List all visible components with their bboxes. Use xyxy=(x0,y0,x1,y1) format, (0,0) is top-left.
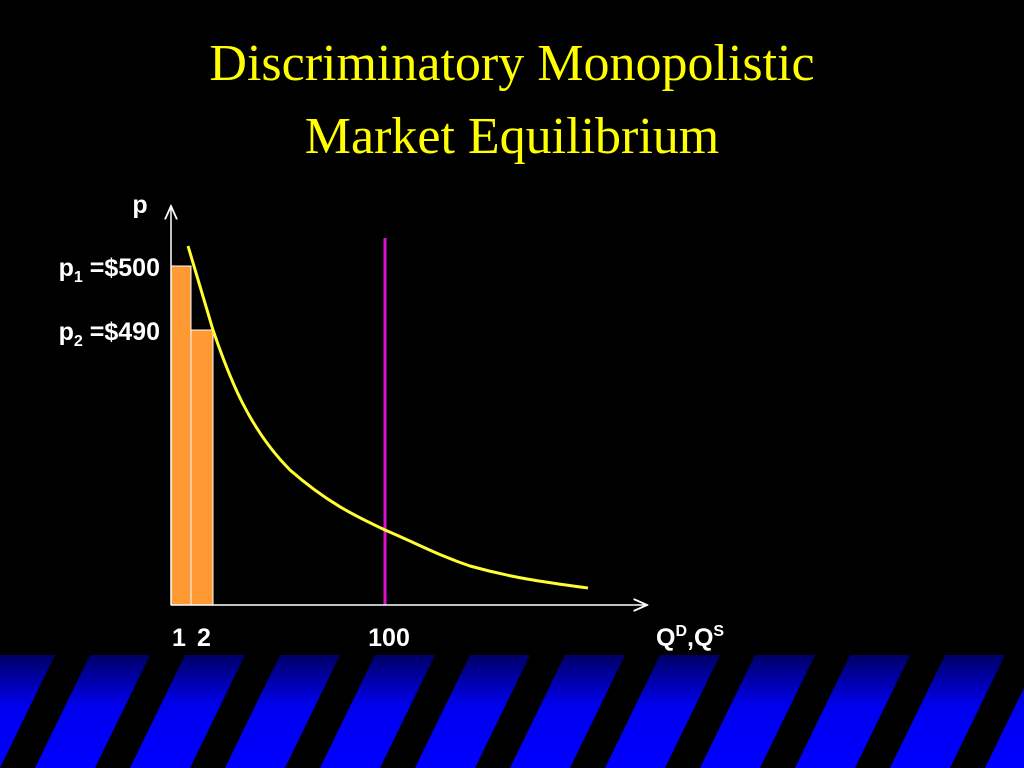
q: ,Q xyxy=(687,624,713,652)
subscript: 2 xyxy=(74,333,83,350)
y-axis-label: p xyxy=(132,191,147,219)
superscript: S xyxy=(713,623,724,640)
unit-bar xyxy=(190,329,214,606)
title-line: Discriminatory Monopolistic xyxy=(209,35,814,92)
symbol: p xyxy=(59,254,74,282)
x-axis-label: QD,QS xyxy=(656,623,724,652)
demand-curve xyxy=(186,245,589,590)
superscript: D xyxy=(675,623,687,640)
price: =$500 xyxy=(83,254,160,282)
x-tick-label: 100 xyxy=(368,624,410,652)
title-line: Market Equilibrium xyxy=(305,108,719,165)
q: Q xyxy=(656,624,675,652)
price-label: p2 =$490 xyxy=(59,318,160,350)
footer-stripes xyxy=(0,655,1024,768)
x-tick-label: 2 xyxy=(197,624,211,652)
price: =$490 xyxy=(83,318,160,346)
price-label: p1 =$500 xyxy=(59,254,160,286)
x-tick-label: 1 xyxy=(172,624,186,652)
subscript: 1 xyxy=(74,269,83,286)
symbol: p xyxy=(59,318,74,346)
unit-bar xyxy=(170,265,192,606)
